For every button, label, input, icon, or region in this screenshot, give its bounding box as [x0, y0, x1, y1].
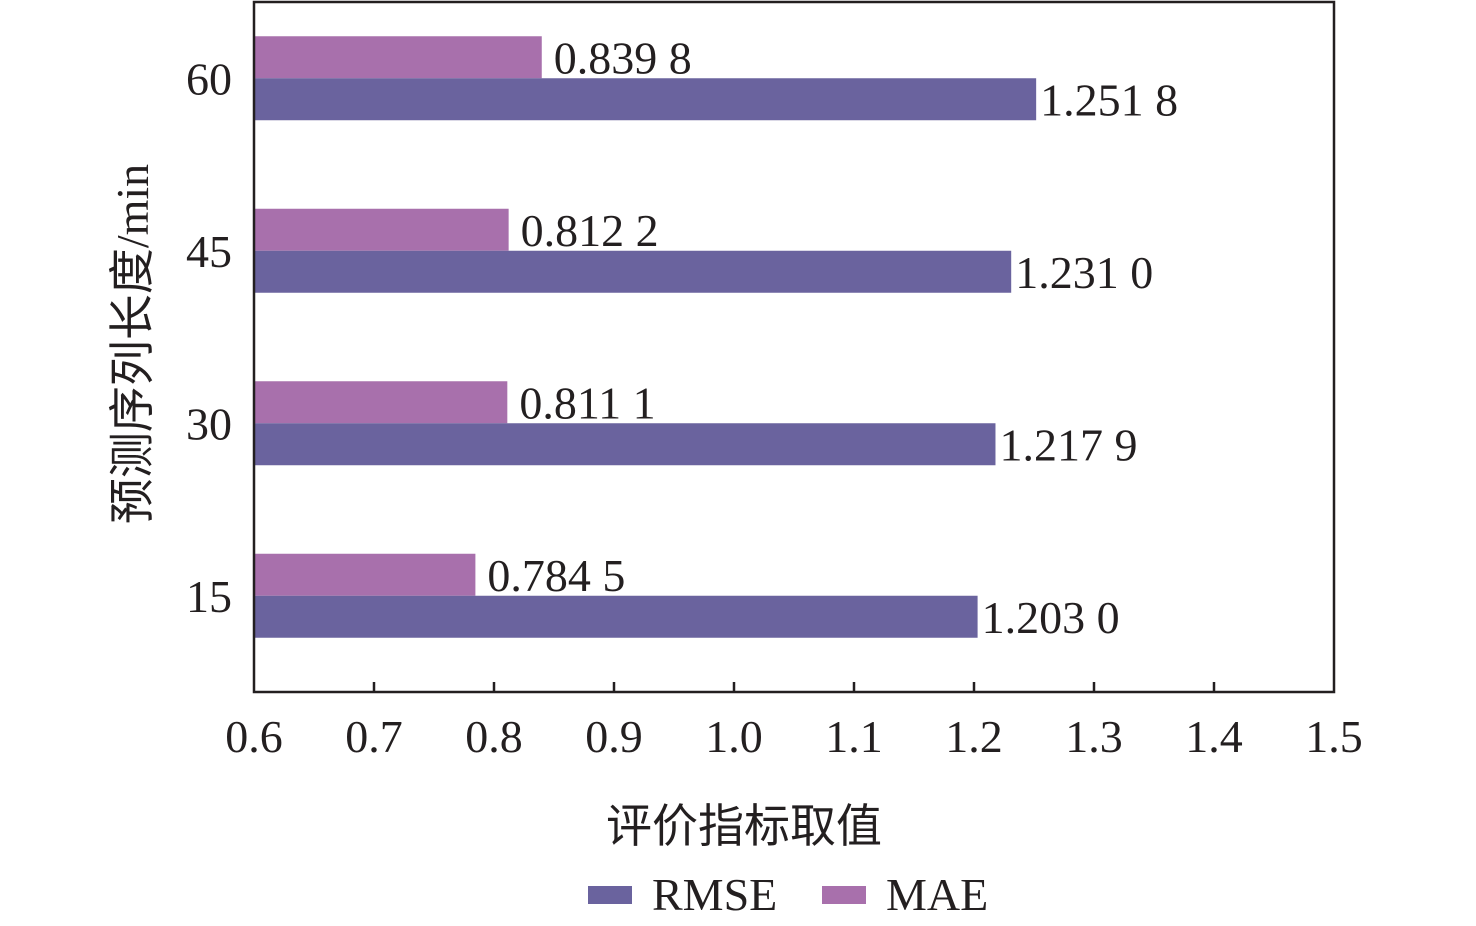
x-tick-label-1.1: 1.1	[825, 711, 883, 762]
data-label-rmse-15: 1.203 0	[982, 592, 1120, 643]
bar-mae-60	[254, 36, 542, 79]
plot-frame	[252, 0, 1336, 694]
y-axis-title: 预测序列长度/min	[107, 164, 158, 524]
data-label-mae-30: 0.811 1	[519, 377, 655, 428]
data-label-rmse-30: 1.217 9	[999, 419, 1137, 470]
legend-label-mae: MAE	[886, 869, 988, 920]
bar-rmse-60	[254, 78, 1037, 121]
data-label-mae-15: 0.784 5	[487, 550, 625, 601]
x-tick-label-0.7: 0.7	[345, 711, 403, 762]
x-tick-label-1.3: 1.3	[1065, 711, 1123, 762]
x-tick-label-0.8: 0.8	[465, 711, 523, 762]
category-label-30: 30	[186, 398, 232, 449]
legend-swatch-rmse	[588, 886, 632, 904]
legend-swatch-mae	[822, 886, 866, 904]
x-axis-title: 评价指标取值	[606, 801, 882, 852]
y-axis-categories: 15 30 45 60	[186, 53, 232, 622]
x-tick-label-1.0: 1.0	[705, 711, 763, 762]
bars-layer	[254, 36, 1037, 638]
x-tick-label-1.4: 1.4	[1185, 711, 1243, 762]
legend-label-rmse: RMSE	[652, 869, 777, 920]
bar-rmse-15	[254, 595, 978, 638]
data-label-mae-45: 0.812 2	[521, 205, 659, 256]
bar-mae-45	[254, 208, 509, 251]
bar-mae-15	[254, 553, 476, 596]
x-tick-label-1.5: 1.5	[1305, 711, 1363, 762]
category-label-60: 60	[186, 53, 232, 104]
category-label-15: 15	[186, 571, 232, 622]
bar-rmse-30	[254, 423, 996, 466]
x-tick-label-1.2: 1.2	[945, 711, 1003, 762]
data-label-rmse-45: 1.231 0	[1015, 247, 1153, 298]
x-tick-label-0.9: 0.9	[585, 711, 643, 762]
legend: RMSE MAE	[588, 869, 988, 920]
bar-mae-30	[254, 381, 508, 424]
data-labels-layer: 0.784 5 1.203 0 0.811 1 1.217 9 0.812 2 1.231…	[487, 32, 1178, 643]
x-axis-ticks: 0.6 0.7 0.8 0.9 1.0 1.1 1.2 1.3 1.4 1.5	[225, 682, 1363, 762]
bar-rmse-45	[254, 250, 1012, 293]
category-label-45: 45	[186, 226, 232, 277]
data-label-mae-60: 0.839 8	[554, 32, 692, 83]
x-tick-label-0.6: 0.6	[225, 711, 283, 762]
data-label-rmse-60: 1.251 8	[1040, 74, 1178, 125]
